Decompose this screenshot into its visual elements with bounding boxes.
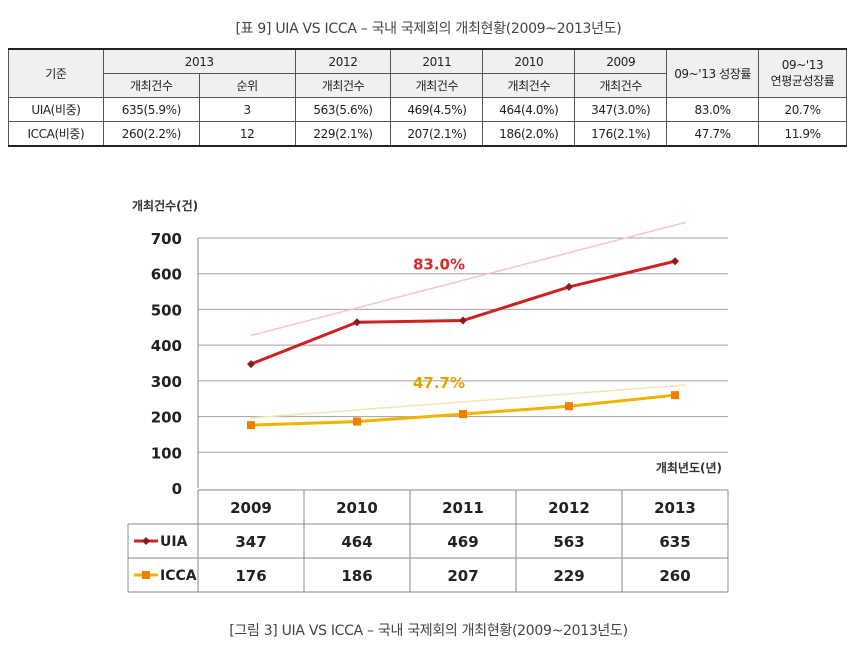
table-header-row-sub: 개최건수 순위 개최건수 개최건수 개최건수 개최건수 [9,73,847,98]
x-tick-label-2010: 2010 [336,499,378,517]
trend-line-uia [250,221,686,337]
header-count-2011: 개최건수 [390,73,484,98]
cell-2013: 635(5.9%) [102,97,200,122]
cell-2011: 207(2.1%) [390,121,484,147]
table-row-uia: UIA(비중) 635(5.9%) 3 563(5.6%) 469(4.5%) … [8,97,847,122]
header-cagr-line1: 09~'13 [781,58,824,72]
cell-growth: 83.0% [666,97,760,122]
y-axis-title: 개최건수(건) [132,198,198,213]
cell-rank: 3 [198,97,296,122]
data-point-icca [247,421,255,430]
table-header-row-years: 기준 2013 2012 2011 2010 2009 09~'13 성장률 0… [8,48,847,98]
data-point-icca [353,417,361,426]
legend-marker-icca [142,571,150,579]
y-tick-label-0: 0 [172,480,182,498]
annotation-icca: 47.7% [413,374,465,392]
annotation-uia: 83.0% [413,255,465,273]
header-year-2010: 2010 [482,48,576,74]
data-point-uia [247,360,255,369]
legend-label-uia: UIA [160,534,188,550]
data-label-icca: 176 [235,567,266,585]
data-label-icca: 260 [659,567,690,585]
data-point-uia [565,282,573,291]
row-label: UIA(비중) [8,97,104,122]
cell-2009: 176(2.1%) [574,121,668,147]
header-cagr: 09~'13 연평균성장률 [758,48,847,98]
y-tick-label-600: 600 [151,266,182,284]
cell-cagr: 11.9% [758,121,847,147]
data-label-uia: 469 [447,533,478,551]
y-tick-label-700: 700 [151,230,182,248]
y-tick-label-100: 100 [151,444,182,462]
y-tick-label-500: 500 [151,301,182,319]
data-point-icca [459,410,467,419]
series-line-uia [250,259,676,366]
header-count-2010: 개최건수 [482,73,576,98]
x-tick-label-2011: 2011 [442,499,484,517]
line-chart: 개최건수(건) 0 100 200 300 400 500 600 700 83.0% 47.7% 개… [127,198,729,593]
data-label-icca: 229 [553,567,584,585]
data-label-uia: 464 [341,533,372,551]
cell-2012: 563(5.6%) [294,97,392,122]
cell-2012: 229(2.1%) [294,121,392,147]
x-tick-label-2013: 2013 [654,499,696,517]
trend-line-icca [250,384,686,419]
cell-growth: 47.7% [666,121,760,147]
header-year-2012: 2012 [294,48,392,74]
legend-label-icca: ICCA [160,568,197,584]
y-tick-label-200: 200 [151,409,182,427]
cell-cagr: 20.7% [758,97,847,122]
row-label: ICCA(비중) [8,121,104,147]
header-basis: 기준 [8,48,104,98]
data-point-uia [671,257,679,266]
header-year-2011: 2011 [390,48,484,74]
y-tick-label-300: 300 [151,373,182,391]
header-year-2013: 2013 [102,48,296,74]
y-tick-label-400: 400 [151,337,182,355]
x-tick-label-2012: 2012 [548,499,590,517]
data-label-uia: 347 [235,533,266,551]
header-count-2013: 개최건수 [102,73,200,98]
cell-2011: 469(4.5%) [390,97,484,122]
data-point-icca [565,402,573,411]
figure-caption: [그림 3] UIA VS ICCA – 국내 국제회의 개최현황(2009~2… [229,623,628,639]
data-point-uia [459,316,467,325]
data-label-uia: 563 [553,533,584,551]
data-label-uia: 635 [659,533,690,551]
data-label-icca: 207 [447,567,478,585]
statistics-table: 기준 2013 2012 2011 2010 2009 09~'13 성장률 0… [8,48,847,147]
header-count-2012: 개최건수 [294,73,392,98]
header-year-2009: 2009 [574,48,668,74]
table-caption: [표 9] UIA VS ICCA – 국내 국제회의 개최현황(2009~20… [235,21,622,37]
x-axis-title: 개최년도(년) [656,460,722,475]
legend-marker-uia [142,537,150,545]
header-growth: 09~'13 성장률 [666,48,760,98]
x-tick-label-2009: 2009 [230,499,272,517]
data-point-uia [353,318,361,327]
data-label-icca: 186 [341,567,372,585]
cell-2009: 347(3.0%) [574,97,668,122]
header-count-2009: 개최건수 [574,73,668,98]
cell-2010: 186(2.0%) [482,121,576,147]
cell-2010: 464(4.0%) [482,97,576,122]
header-rank-2013: 순위 [198,73,296,98]
cell-2013: 260(2.2%) [102,121,200,147]
data-point-icca [671,391,679,400]
header-cagr-line2: 연평균성장률 [770,74,835,88]
cell-rank: 12 [198,121,296,147]
table-row-icca: ICCA(비중) 260(2.2%) 12 229(2.1%) 207(2.1%… [8,121,847,147]
